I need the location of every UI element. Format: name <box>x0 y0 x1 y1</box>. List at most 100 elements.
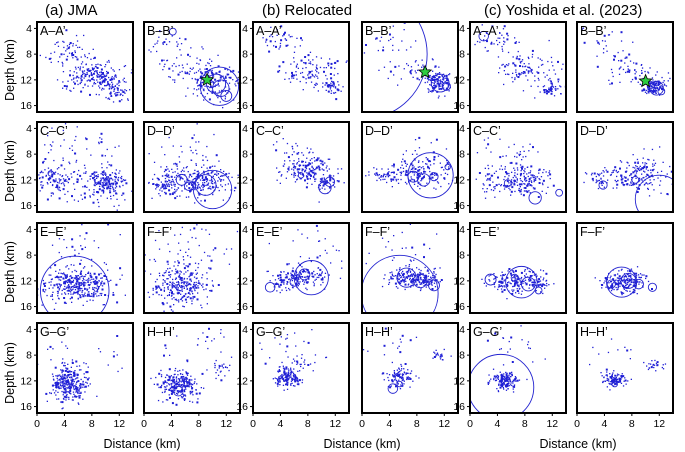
event-point <box>81 224 83 226</box>
event-point <box>84 185 86 188</box>
event-point <box>65 58 68 61</box>
event-point <box>523 176 525 178</box>
panel-data <box>37 335 123 410</box>
event-point <box>96 278 98 280</box>
event-point <box>63 85 66 87</box>
event-point <box>516 284 519 287</box>
event-point <box>167 185 169 187</box>
event-point <box>100 179 102 181</box>
event-point <box>341 260 343 262</box>
event-point <box>644 70 646 73</box>
event-point <box>59 378 62 380</box>
event-point <box>300 72 302 74</box>
event-point <box>295 270 297 272</box>
event-point <box>167 175 170 177</box>
event-point <box>329 174 331 176</box>
event-point <box>615 282 617 284</box>
event-point <box>212 183 214 185</box>
event-point <box>168 76 170 78</box>
event-point <box>63 41 65 43</box>
event-point <box>435 179 437 181</box>
event-point <box>171 283 174 286</box>
event-point <box>88 284 90 287</box>
event-point <box>98 76 101 78</box>
event-point <box>368 252 370 254</box>
event-point <box>187 255 189 257</box>
event-point <box>114 179 116 181</box>
event-point <box>63 239 65 241</box>
event-point <box>306 175 309 178</box>
event-point <box>402 280 404 282</box>
event-point <box>499 138 501 140</box>
event-point <box>301 152 303 154</box>
event-point <box>503 188 506 190</box>
event-point <box>185 196 188 198</box>
event-point <box>597 187 600 190</box>
event-point <box>303 276 306 278</box>
event-point <box>422 166 424 168</box>
event-point <box>321 163 324 166</box>
event-point <box>101 89 103 91</box>
event-point <box>68 383 71 385</box>
event-point <box>192 272 194 274</box>
event-point <box>72 385 75 387</box>
event-point <box>507 284 509 286</box>
event-point <box>193 281 195 284</box>
panel-data <box>594 266 657 298</box>
event-point <box>102 190 105 192</box>
event-point <box>109 79 112 81</box>
event-point <box>68 280 71 283</box>
event-point <box>315 278 317 280</box>
event-point <box>91 276 93 278</box>
event-point <box>655 74 657 76</box>
event-point <box>71 399 74 401</box>
event-point <box>421 179 423 181</box>
event-point <box>162 279 164 281</box>
event-point <box>194 172 196 175</box>
event-point <box>215 84 217 86</box>
event-point <box>294 46 296 48</box>
event-point <box>500 185 502 187</box>
event-point <box>56 168 59 170</box>
event-point <box>93 171 96 174</box>
event-point <box>616 175 618 178</box>
event-point <box>483 39 485 41</box>
event-point <box>75 377 78 379</box>
event-point <box>391 165 393 167</box>
event-point <box>96 295 98 297</box>
event-point <box>202 283 204 285</box>
event-point <box>80 384 82 386</box>
event-point <box>51 184 54 187</box>
event-point <box>426 182 428 184</box>
event-point <box>318 240 320 242</box>
event-point <box>227 69 229 71</box>
event-point <box>413 179 415 181</box>
event-point <box>159 63 161 65</box>
event-point <box>42 184 44 187</box>
event-point <box>219 80 221 82</box>
event-point <box>624 284 627 287</box>
event-point <box>641 72 643 74</box>
event-point <box>293 176 295 178</box>
event-point <box>159 287 161 289</box>
event-point <box>551 90 553 93</box>
event-point <box>300 276 302 278</box>
event-point <box>531 174 534 177</box>
event-point <box>600 178 602 180</box>
event-point <box>76 395 78 398</box>
rupture-circle <box>631 175 640 184</box>
event-point <box>92 281 95 283</box>
event-point <box>163 188 165 190</box>
y-tick-label: 12 <box>236 174 248 186</box>
event-point <box>279 45 282 47</box>
event-point <box>111 85 113 87</box>
event-point <box>603 282 605 284</box>
event-point <box>87 385 90 387</box>
event-point <box>114 146 116 148</box>
event-point <box>499 32 501 34</box>
event-point <box>205 229 207 231</box>
event-point <box>548 69 550 71</box>
event-point <box>110 279 112 281</box>
event-point <box>413 180 416 182</box>
event-point <box>525 155 527 158</box>
